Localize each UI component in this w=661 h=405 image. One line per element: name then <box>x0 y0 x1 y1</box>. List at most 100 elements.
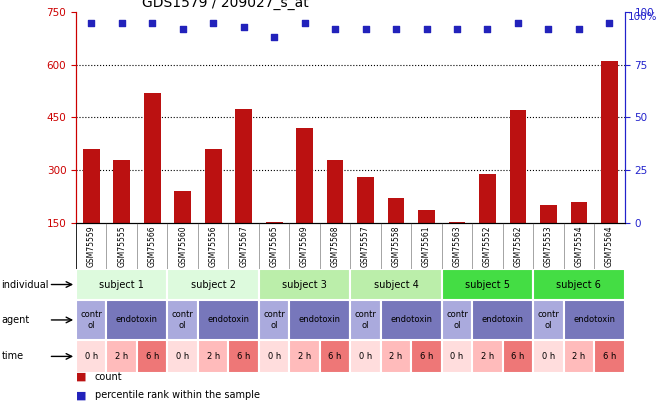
Point <box>86 19 97 26</box>
Text: GSM75567: GSM75567 <box>239 225 248 267</box>
Text: ■: ■ <box>76 390 87 400</box>
Bar <box>418 211 435 275</box>
Bar <box>167 340 198 373</box>
Text: contr
ol: contr ol <box>263 310 285 330</box>
Text: 0 h: 0 h <box>85 352 98 361</box>
Text: GSM75566: GSM75566 <box>147 225 157 267</box>
Bar <box>442 300 472 340</box>
Text: 100%: 100% <box>627 12 657 22</box>
Text: GSM75569: GSM75569 <box>300 225 309 267</box>
Bar <box>601 61 618 275</box>
Bar <box>533 300 564 340</box>
Text: 0 h: 0 h <box>450 352 463 361</box>
Text: subject 6: subject 6 <box>557 279 602 290</box>
Text: ■: ■ <box>76 372 87 382</box>
Bar <box>76 269 167 300</box>
Bar <box>259 340 290 373</box>
Text: 2 h: 2 h <box>206 352 220 361</box>
Text: 0 h: 0 h <box>359 352 372 361</box>
Text: 6 h: 6 h <box>145 352 159 361</box>
Bar <box>137 340 167 373</box>
Text: contr
ol: contr ol <box>172 310 194 330</box>
Text: 2 h: 2 h <box>298 352 311 361</box>
Text: endotoxin: endotoxin <box>573 315 615 324</box>
Bar <box>472 340 503 373</box>
Text: GSM75560: GSM75560 <box>178 225 187 267</box>
Bar <box>387 198 405 275</box>
Text: 0 h: 0 h <box>176 352 189 361</box>
Text: subject 2: subject 2 <box>190 279 236 290</box>
Text: agent: agent <box>1 315 30 325</box>
Point <box>269 34 280 40</box>
Point <box>177 26 188 32</box>
Text: endotoxin: endotoxin <box>390 315 432 324</box>
Text: GSM75568: GSM75568 <box>330 225 340 266</box>
Point <box>330 26 340 32</box>
Text: GSM75562: GSM75562 <box>514 225 522 266</box>
Bar <box>320 340 350 373</box>
Point <box>482 26 492 32</box>
Text: GSM75553: GSM75553 <box>544 225 553 267</box>
Bar <box>327 160 344 275</box>
Bar <box>259 269 350 300</box>
Bar <box>350 269 442 300</box>
Point <box>116 19 127 26</box>
Bar <box>479 174 496 275</box>
Bar <box>449 222 465 275</box>
Text: endotoxin: endotoxin <box>208 315 249 324</box>
Bar <box>106 340 137 373</box>
Text: percentile rank within the sample: percentile rank within the sample <box>95 390 260 400</box>
Text: subject 3: subject 3 <box>282 279 327 290</box>
Text: endotoxin: endotoxin <box>299 315 341 324</box>
Bar <box>290 340 320 373</box>
Text: contr
ol: contr ol <box>446 310 468 330</box>
Point <box>360 26 371 32</box>
Bar <box>533 340 564 373</box>
Text: endotoxin: endotoxin <box>482 315 524 324</box>
Bar <box>594 340 625 373</box>
Point <box>574 26 584 32</box>
Text: time: time <box>1 352 23 361</box>
Bar <box>144 93 161 275</box>
Bar <box>167 300 198 340</box>
Text: GSM75563: GSM75563 <box>453 225 461 267</box>
Bar <box>205 149 221 275</box>
Text: 6 h: 6 h <box>511 352 525 361</box>
Point <box>513 19 524 26</box>
Point <box>604 19 615 26</box>
Text: GSM75559: GSM75559 <box>87 225 96 267</box>
Bar <box>76 300 106 340</box>
Text: GSM75565: GSM75565 <box>270 225 279 267</box>
Text: 0 h: 0 h <box>268 352 281 361</box>
Bar <box>198 340 229 373</box>
Text: GSM75557: GSM75557 <box>361 225 370 267</box>
Text: contr
ol: contr ol <box>355 310 377 330</box>
Text: endotoxin: endotoxin <box>116 315 158 324</box>
Text: GSM75555: GSM75555 <box>117 225 126 267</box>
Bar <box>503 340 533 373</box>
Point <box>299 19 310 26</box>
Text: 0 h: 0 h <box>542 352 555 361</box>
Bar <box>290 300 350 340</box>
Bar <box>381 340 411 373</box>
Bar <box>510 111 526 275</box>
Bar <box>564 340 594 373</box>
Bar <box>198 300 259 340</box>
Text: subject 1: subject 1 <box>99 279 144 290</box>
Bar <box>533 269 625 300</box>
Bar <box>350 300 381 340</box>
Bar <box>167 269 259 300</box>
Text: 2 h: 2 h <box>389 352 403 361</box>
Text: 6 h: 6 h <box>603 352 616 361</box>
Text: contr
ol: contr ol <box>81 310 102 330</box>
Bar <box>235 109 252 275</box>
Text: 2 h: 2 h <box>481 352 494 361</box>
Bar <box>350 340 381 373</box>
Bar <box>564 300 625 340</box>
Point <box>543 26 554 32</box>
Text: 6 h: 6 h <box>420 352 433 361</box>
Bar <box>259 300 290 340</box>
Bar <box>357 177 374 275</box>
Text: individual: individual <box>1 279 49 290</box>
Bar <box>76 340 106 373</box>
